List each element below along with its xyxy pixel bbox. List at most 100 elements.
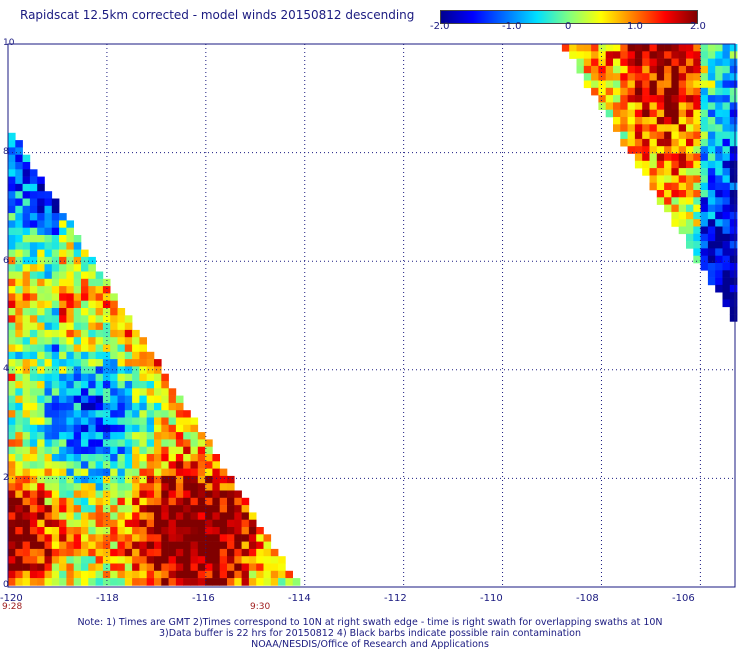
- wind-cell: [110, 315, 118, 323]
- wind-cell: [44, 490, 53, 499]
- wind-cell: [15, 286, 23, 294]
- wind-cell: [715, 168, 723, 176]
- wind-cell: [175, 548, 184, 557]
- wind-cell: [22, 154, 31, 163]
- wind-cell: [715, 146, 723, 154]
- wind-cell: [110, 578, 118, 586]
- wind-cell: [649, 131, 658, 140]
- wind-cell: [110, 527, 118, 535]
- wind-cell: [183, 534, 191, 542]
- wind-cell: [8, 439, 16, 447]
- wind-cell: [678, 65, 687, 74]
- wind-cell: [234, 556, 242, 564]
- wind-cell: [715, 226, 723, 235]
- wind-cell: [168, 410, 177, 418]
- wind-cell: [102, 315, 111, 323]
- wind-cell: [88, 329, 96, 338]
- wind-cell: [627, 80, 636, 89]
- wind-cell: [146, 570, 155, 579]
- wind-cell: [81, 351, 89, 360]
- wind-cell: [44, 446, 53, 455]
- wind-cell: [66, 505, 74, 513]
- wind-cell: [73, 293, 82, 301]
- wind-cell: [44, 300, 53, 309]
- wind-cell: [693, 175, 701, 183]
- wind-cell: [29, 205, 38, 214]
- wind-cell: [95, 563, 104, 572]
- wind-cell: [117, 548, 126, 557]
- wind-cell: [722, 182, 731, 191]
- wind-cell: [73, 512, 82, 520]
- wind-cell: [197, 461, 206, 469]
- wind-cell: [81, 578, 89, 586]
- wind-cell: [22, 213, 31, 221]
- wind-cell: [37, 395, 45, 404]
- wind-cell: [649, 182, 658, 191]
- wind-cell: [197, 505, 206, 513]
- wind-cell: [66, 286, 74, 294]
- wind-cell: [161, 417, 169, 426]
- wind-cell: [37, 461, 45, 469]
- wind-cell: [66, 446, 74, 455]
- wind-cell: [88, 395, 96, 404]
- wind-cell: [102, 402, 111, 411]
- wind-cell: [613, 80, 621, 89]
- wind-cell: [715, 44, 723, 52]
- wind-cell: [700, 58, 709, 67]
- wind-cell: [15, 315, 23, 323]
- wind-cell: [671, 117, 679, 125]
- wind-cell: [678, 58, 687, 67]
- wind-cell: [671, 65, 679, 74]
- wind-cell: [15, 359, 23, 367]
- wind-cell: [234, 578, 242, 586]
- wind-cell: [722, 190, 731, 198]
- wind-cell: [22, 256, 31, 265]
- wind-cell: [707, 80, 716, 89]
- wind-cell: [729, 51, 738, 59]
- wind-cell: [37, 227, 45, 236]
- wind-cell: [700, 241, 709, 249]
- wind-cell: [8, 300, 16, 309]
- wind-cell: [642, 117, 650, 125]
- wind-cell: [29, 490, 38, 499]
- wind-cell: [197, 548, 206, 557]
- wind-cell: [729, 175, 738, 183]
- wind-cell: [722, 102, 731, 110]
- wind-cell: [66, 497, 74, 506]
- wind-cell: [212, 490, 220, 499]
- wind-cell: [175, 563, 184, 572]
- wind-cell: [561, 44, 570, 52]
- wind-cell: [227, 527, 235, 535]
- wind-cell: [81, 315, 89, 323]
- wind-cell: [59, 563, 67, 572]
- wind-cell: [686, 211, 694, 220]
- wind-cell: [729, 241, 738, 249]
- wind-cell: [29, 271, 38, 280]
- wind-cell: [110, 293, 118, 301]
- wind-cell: [44, 344, 53, 353]
- wind-cell: [656, 44, 665, 52]
- wind-cell: [44, 424, 53, 433]
- wind-cell: [678, 95, 687, 103]
- wind-cell: [95, 278, 104, 287]
- wind-cell: [664, 146, 672, 154]
- wind-cell: [649, 175, 658, 183]
- wind-cell: [707, 58, 716, 67]
- wind-cell: [73, 286, 82, 294]
- wind-cell: [686, 146, 694, 154]
- wind-cell: [234, 527, 242, 535]
- wind-cell: [154, 490, 162, 499]
- wind-cell: [227, 570, 235, 579]
- wind-cell: [700, 124, 709, 132]
- wind-cell: [649, 109, 658, 118]
- wind-cell: [205, 439, 213, 447]
- wind-cell: [8, 191, 16, 199]
- wind-cell: [729, 58, 738, 67]
- wind-cell: [22, 432, 31, 440]
- wind-cell: [227, 548, 235, 557]
- wind-cell: [634, 80, 643, 89]
- wind-cell: [15, 147, 23, 155]
- wind-cell: [81, 300, 89, 309]
- wind-cell: [627, 95, 636, 103]
- wind-cell: [95, 527, 104, 535]
